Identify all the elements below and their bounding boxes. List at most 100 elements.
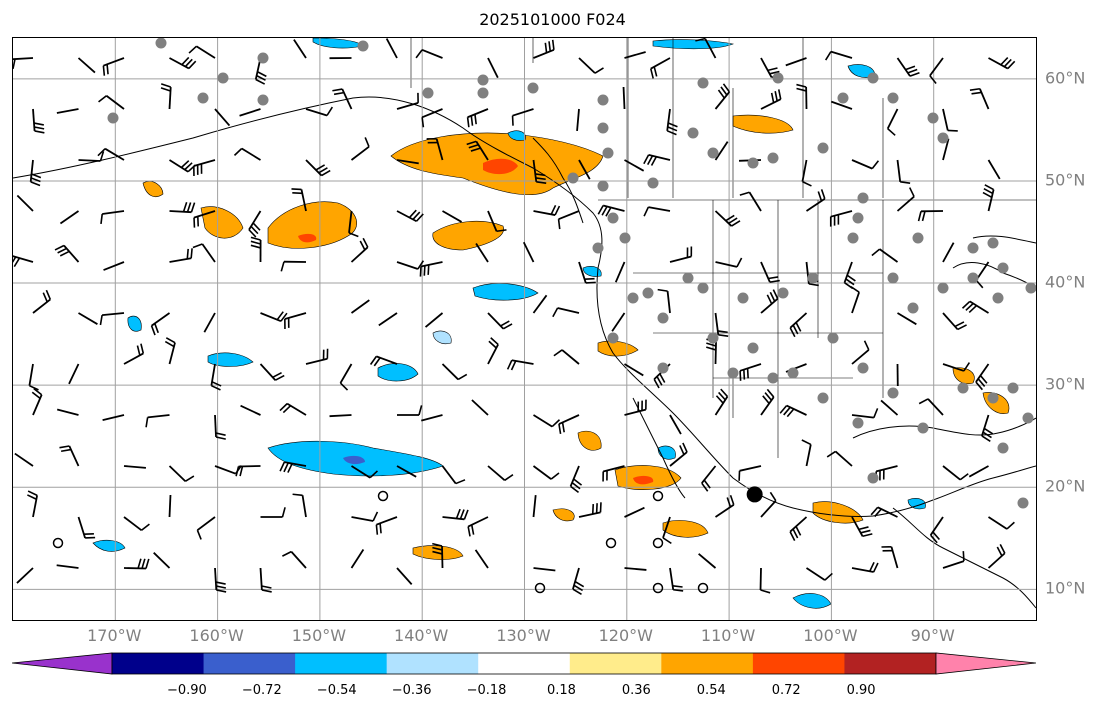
wind-barb	[669, 567, 684, 592]
wind-barb	[487, 465, 514, 481]
station-marker	[682, 272, 694, 284]
station-marker	[912, 232, 924, 244]
wind-barb	[103, 261, 125, 271]
wind-barb	[701, 465, 717, 492]
wind-barb	[279, 461, 307, 473]
wind-barb	[714, 210, 741, 227]
wind-barb	[56, 108, 79, 114]
wind-barb	[880, 399, 899, 416]
wind-barb	[506, 359, 534, 371]
wind-barb	[896, 57, 920, 77]
station-marker	[1007, 382, 1019, 394]
wind-barb	[624, 506, 645, 518]
lat-tick-label: 30°N	[1045, 374, 1086, 394]
wind-barb	[759, 567, 771, 594]
wind-barb	[16, 567, 34, 584]
wind-barb	[666, 108, 678, 136]
wind-barbs	[13, 38, 1016, 595]
wind-barb	[160, 83, 172, 110]
wind-barb	[929, 57, 944, 84]
lon-tick-label: 150°W	[291, 626, 347, 645]
wind-barb	[578, 261, 596, 284]
wind-barb	[153, 552, 171, 569]
map-panel[interactable]	[12, 37, 1037, 621]
station-marker	[867, 472, 879, 484]
wind-barb	[578, 502, 602, 518]
station-marker	[155, 38, 167, 49]
wind-barb	[348, 210, 359, 238]
wind-barb	[210, 363, 222, 391]
lon-tick-label: 170°W	[87, 626, 142, 645]
wind-barb	[871, 248, 899, 263]
wind-barb	[975, 363, 990, 391]
wind-barb	[123, 343, 145, 365]
wind-barb	[533, 567, 556, 572]
wind-barb	[54, 244, 80, 263]
wind-barb	[396, 159, 419, 165]
wind-barb	[850, 285, 860, 314]
wind-barb	[475, 243, 489, 263]
wind-barb	[291, 188, 307, 212]
calm-wind-circle	[652, 490, 664, 502]
station-marker	[857, 192, 869, 204]
wind-barb	[975, 261, 990, 289]
wind-barb	[714, 388, 729, 416]
colorbar-segment	[844, 653, 937, 674]
station-marker	[422, 87, 434, 99]
wind-barb	[421, 108, 443, 128]
station-marker	[107, 112, 119, 124]
wind-barb	[988, 516, 1015, 530]
wind-barb	[396, 260, 425, 270]
wind-barb	[942, 362, 971, 372]
wind-barb	[532, 465, 560, 480]
wind-barb	[981, 414, 994, 443]
wind-barb	[77, 516, 96, 539]
station-marker	[987, 392, 999, 404]
station-marker	[987, 237, 999, 249]
station-marker	[647, 177, 659, 189]
colorbar-tick-label: −0.18	[466, 683, 507, 698]
wind-barb	[78, 151, 105, 162]
colorbar-segment	[295, 653, 388, 674]
wind-barb	[168, 494, 172, 518]
wind-barb	[843, 261, 856, 290]
wind-barb	[396, 92, 419, 110]
wind-barb	[56, 408, 79, 416]
wind-barb	[97, 147, 125, 161]
station-marker	[957, 382, 969, 394]
wind-barb	[789, 516, 808, 541]
station-marker	[837, 92, 849, 104]
wind-barb	[350, 549, 365, 569]
wind-barb	[929, 516, 944, 544]
wind-barb	[622, 86, 626, 110]
station-marker	[602, 147, 614, 159]
station-marker	[697, 282, 709, 294]
wind-barb	[870, 506, 898, 518]
station-marker	[567, 172, 579, 184]
wind-barb	[279, 402, 307, 416]
wind-barb	[329, 414, 352, 418]
wind-barb	[779, 404, 807, 418]
wind-barb	[280, 260, 307, 272]
wind-barb	[801, 159, 812, 187]
wind-barb	[624, 363, 644, 377]
wind-barb	[396, 405, 423, 416]
wind-barb	[282, 550, 307, 569]
wind-barb	[760, 388, 775, 416]
lat-tick-label: 60°N	[1045, 68, 1086, 88]
colorbar-extend-max	[935, 652, 1036, 675]
wind-barb	[29, 159, 42, 187]
station-marker	[257, 52, 269, 64]
wind-barb	[578, 159, 591, 180]
wind-barb	[193, 210, 216, 228]
wind-barb	[969, 87, 990, 110]
wind-barb	[532, 495, 537, 518]
wind-barb	[415, 49, 443, 59]
colorbar-segment	[752, 653, 845, 674]
lon-tick-label: 140°W	[394, 626, 449, 645]
station-marker	[607, 332, 619, 344]
wind-barb	[32, 289, 52, 314]
station-marker	[777, 287, 789, 299]
lat-tick-label: 10°N	[1045, 578, 1086, 598]
station-marker	[907, 302, 919, 314]
